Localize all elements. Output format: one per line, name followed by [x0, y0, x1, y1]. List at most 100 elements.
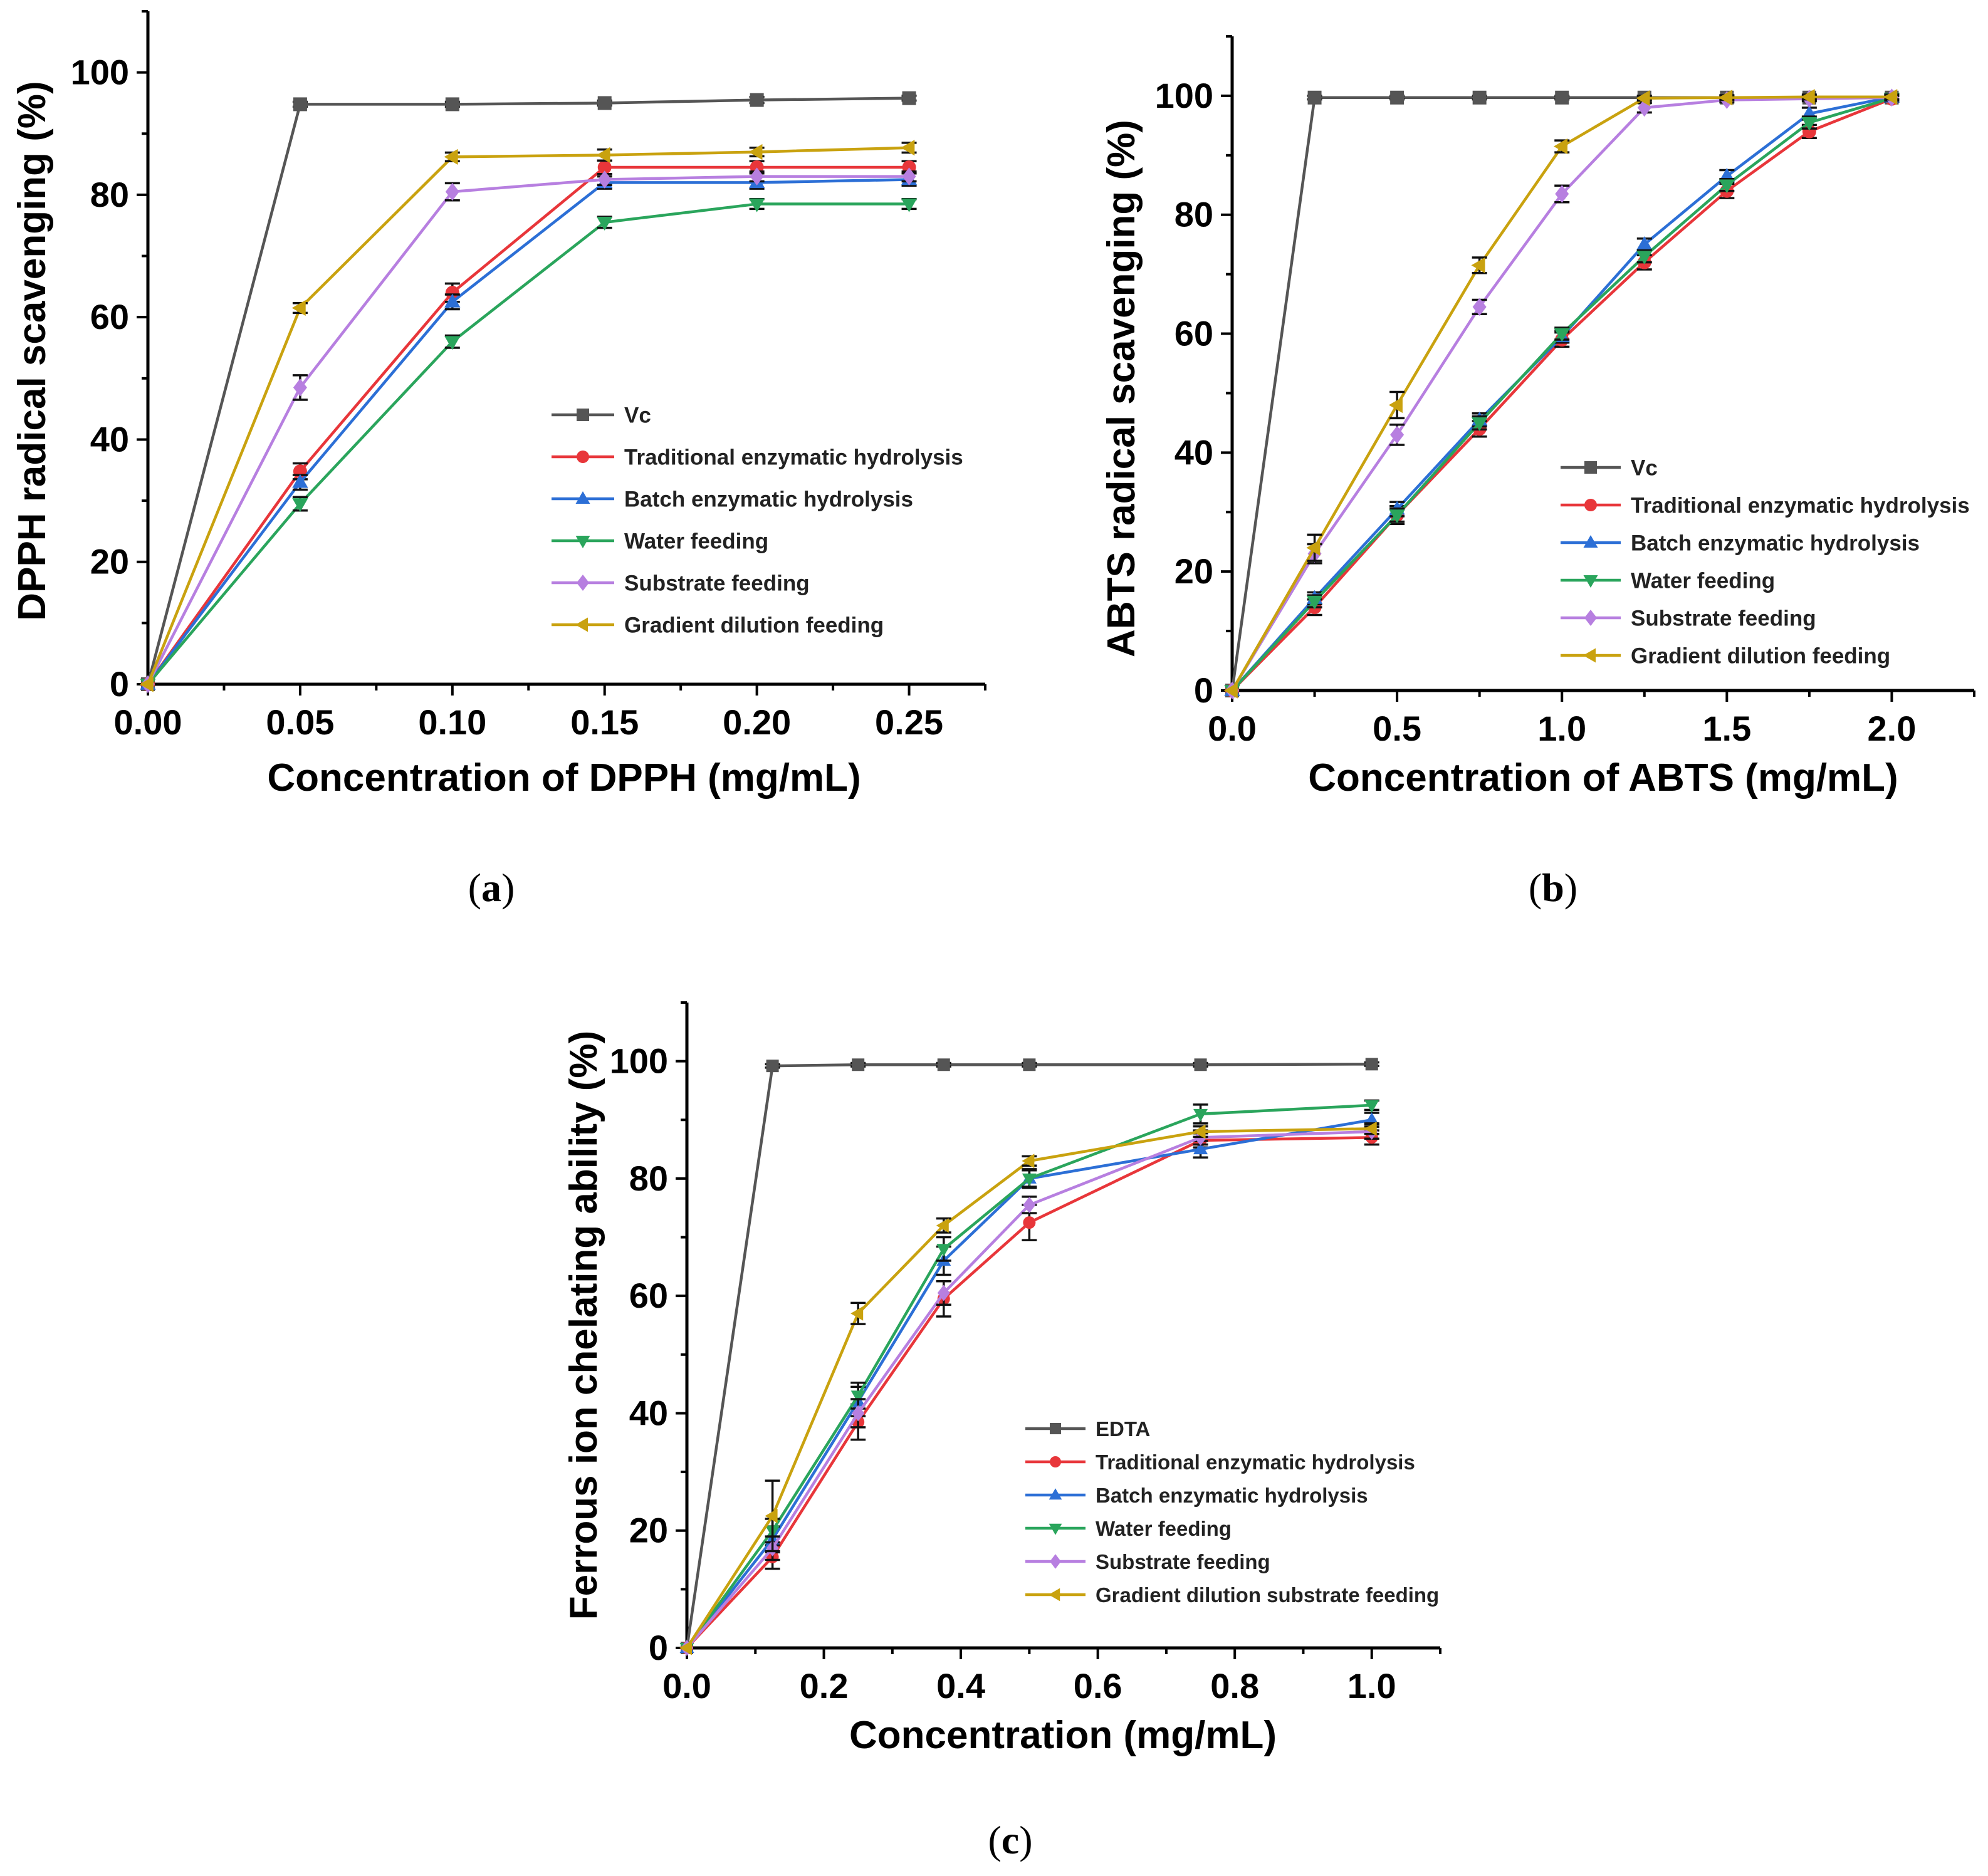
legend-marker [1049, 1488, 1062, 1500]
x-tick-label: 0.25 [875, 702, 943, 742]
data-point [748, 198, 765, 212]
data-point [444, 293, 461, 308]
legend-marker [1583, 648, 1596, 663]
series-5 [679, 1121, 1379, 1655]
legend-marker [577, 451, 589, 463]
data-point [596, 147, 610, 164]
legend: EDTA Traditional enzymatic hydrolysis Batc… [1025, 1417, 1439, 1607]
data-point [1472, 298, 1487, 316]
data-point [936, 1218, 949, 1233]
data-point [852, 1405, 865, 1422]
series-4 [141, 167, 917, 694]
data-point [293, 378, 307, 397]
data-point [1193, 1108, 1208, 1122]
legend-marker [1050, 1456, 1061, 1467]
y-tick-label: 100 [1155, 76, 1213, 115]
data-point [1023, 1197, 1036, 1214]
data-point [1022, 1154, 1035, 1169]
data-point [597, 96, 612, 110]
legend-marker [575, 491, 590, 504]
y-tick-label: 40 [90, 419, 129, 459]
y-tick-label: 100 [71, 53, 129, 92]
legend-marker [575, 536, 590, 548]
y-tick-label: 60 [1174, 314, 1213, 353]
legend-label: Water feeding [624, 529, 768, 554]
data-point [902, 167, 916, 185]
data-point [1306, 595, 1323, 610]
series-line [147, 178, 909, 685]
data-point [1636, 236, 1653, 250]
y-tick-label: 0 [1194, 670, 1213, 710]
x-axis-title: Concentration (mg/mL) [849, 1714, 1277, 1757]
y-axis-title: Ferrous ion chelating ability (%) [562, 1031, 605, 1620]
y-tick-label: 40 [1174, 432, 1213, 472]
y-tick-label: 80 [90, 175, 129, 214]
x-tick-label: 0.00 [114, 702, 182, 742]
data-point [1023, 1058, 1036, 1071]
data-point [901, 198, 918, 212]
series-5 [1223, 89, 1900, 699]
data-point [1306, 539, 1321, 556]
series-line [147, 202, 909, 685]
data-point [1364, 1121, 1377, 1136]
data-point [1637, 98, 1651, 117]
data-point [1719, 90, 1733, 106]
data-point [1390, 90, 1405, 105]
data-point [750, 93, 764, 107]
y-tick-label: 20 [90, 542, 129, 581]
y-tick-label: 20 [629, 1511, 668, 1550]
data-point [901, 140, 915, 156]
legend-marker [1050, 1423, 1061, 1434]
data-point [1472, 90, 1487, 105]
data-point [679, 1640, 692, 1655]
panel-label: (b) [1529, 865, 1577, 910]
data-point [937, 1285, 950, 1301]
data-point [1555, 90, 1569, 105]
legend-marker [1583, 575, 1598, 588]
data-point [445, 182, 459, 201]
x-tick-label: 0.8 [1210, 1666, 1259, 1706]
legend-label: Gradient dilution feeding [624, 613, 884, 638]
data-point [1364, 1100, 1379, 1113]
data-point [1554, 328, 1570, 342]
data-point [292, 498, 308, 513]
data-point [293, 97, 307, 112]
series-line [146, 146, 909, 685]
data-point [444, 336, 461, 350]
x-tick-label: 0.4 [936, 1666, 985, 1706]
x-tick-label: 2.0 [1868, 709, 1917, 748]
data-point [445, 286, 459, 300]
chart-panel-b: 0.0 0.5 1.0 1.5 2.0 0 20 40 60 80 100 Concentration… [1100, 35, 1975, 910]
data-point [1390, 425, 1405, 444]
data-point [291, 300, 306, 316]
data-point [1801, 117, 1818, 131]
data-point [597, 170, 612, 189]
x-tick-label: 0.05 [266, 702, 334, 742]
x-tick-label: 0.20 [723, 702, 791, 742]
data-point [1022, 1173, 1037, 1186]
data-point [766, 1060, 779, 1073]
legend-label: EDTA [1096, 1417, 1150, 1441]
legend-label: Batch enzymatic hydrolysis [1631, 531, 1920, 556]
legend: Vc Traditional enzymatic hydrolysis Batch … [552, 404, 963, 638]
chart-panel-a: 0.00 0.05 0.10 0.15 0.20 0.25 0 20 40 60 80 100 Conc… [11, 10, 986, 910]
legend-label: Gradient dilution substrate feeding [1096, 1583, 1439, 1607]
data-point [936, 1244, 951, 1257]
y-axis-title: ABTS radical scavenging (%) [1100, 120, 1143, 657]
y-tick-label: 20 [1174, 551, 1213, 591]
legend-label: Traditional enzymatic hydrolysis [1631, 494, 1970, 518]
data-point [748, 143, 763, 160]
data-point [1472, 417, 1488, 432]
legend-label: Substrate feeding [624, 571, 810, 596]
data-point [597, 217, 613, 231]
data-point [1801, 89, 1815, 105]
legend-marker [1584, 461, 1597, 474]
data-point [1193, 1124, 1206, 1139]
legend-label: Batch enzymatic hydrolysis [624, 487, 913, 512]
data-point [850, 1306, 864, 1321]
legend-marker [577, 575, 589, 591]
legend-marker [1583, 535, 1598, 548]
y-tick-label: 0 [649, 1628, 668, 1667]
x-tick-label: 0.6 [1074, 1666, 1122, 1706]
y-tick-label: 60 [629, 1276, 668, 1315]
